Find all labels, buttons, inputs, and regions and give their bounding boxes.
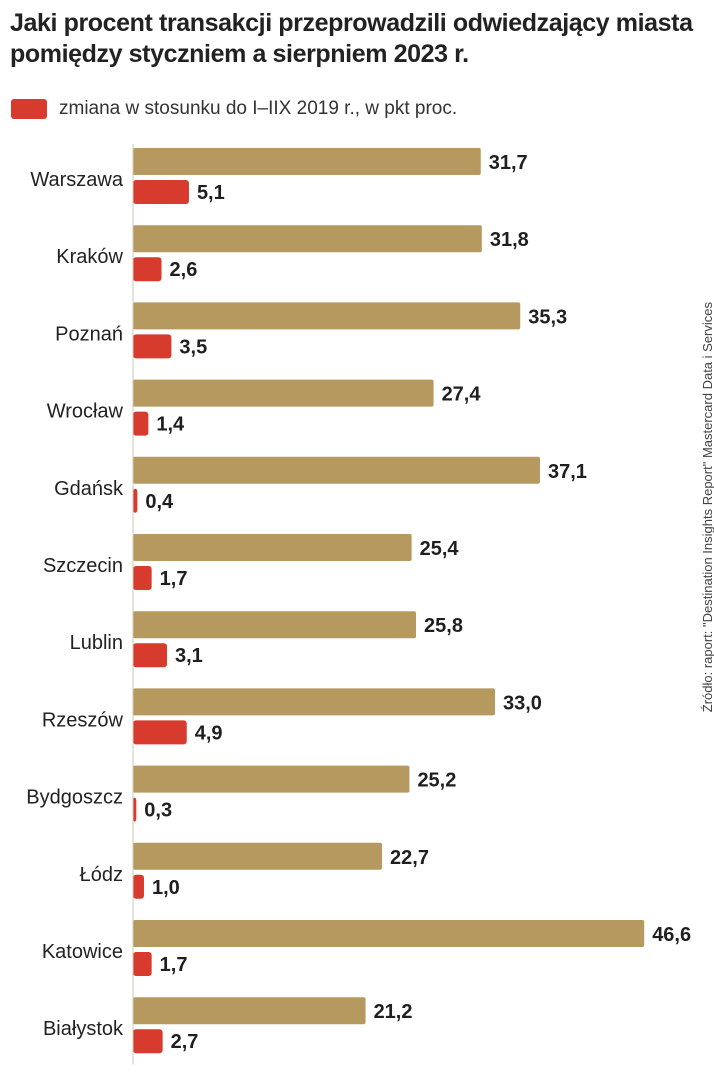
bar-change-lublin [133, 643, 168, 668]
legend-label-change: zmiana w stosunku do I–IIX 2019 r., w pk… [59, 98, 458, 119]
bar-change-rzeszów [133, 720, 187, 745]
value-label-transactions-szczecin: 25,4 [420, 538, 460, 560]
bar-transactions-szczecin [133, 534, 412, 561]
bar-change-kraków [133, 257, 162, 282]
bar-change-bydgoszcz [133, 797, 137, 822]
category-label-lublin: Lublin [70, 632, 123, 654]
category-label-katowice: Katowice [42, 941, 123, 963]
value-label-change-gdańsk: 0,4 [145, 491, 174, 513]
category-label-kraków: Kraków [56, 246, 123, 268]
category-label-łódz: Łódz [80, 864, 123, 886]
value-label-transactions-warszawa: 31,7 [489, 152, 528, 174]
value-label-change-poznań: 3,5 [179, 336, 207, 358]
value-label-transactions-bydgoszcz: 25,2 [417, 770, 456, 792]
bar-transactions-łódz [133, 842, 383, 870]
bar-change-łódz [133, 874, 144, 899]
bar-transactions-wrocław [133, 379, 434, 407]
bar-transactions-bydgoszcz [133, 765, 410, 793]
bar-transactions-kraków [133, 225, 482, 253]
category-label-warszawa: Warszawa [30, 169, 123, 191]
value-label-change-kraków: 2,6 [170, 259, 198, 281]
bar-transactions-białystok [133, 997, 366, 1025]
value-label-change-szczecin: 1,7 [160, 568, 188, 590]
value-label-change-wrocław: 1,4 [156, 414, 185, 436]
chart-title: Jaki procent transakcji przeprowadzili o… [10, 9, 693, 68]
value-label-change-rzeszów: 4,9 [195, 722, 223, 744]
value-label-transactions-katowice: 46,6 [652, 924, 691, 946]
bar-change-białystok [133, 1029, 163, 1054]
category-label-wrocław: Wrocław [47, 401, 124, 423]
value-label-transactions-wrocław: 27,4 [442, 384, 482, 406]
value-label-transactions-łódz: 22,7 [390, 847, 429, 869]
category-label-białystok: Białystok [43, 1018, 124, 1040]
value-label-transactions-gdańsk: 37,1 [548, 461, 587, 483]
value-label-change-łódz: 1,0 [152, 877, 180, 899]
bar-transactions-poznań [133, 302, 521, 330]
value-label-transactions-białystok: 21,2 [374, 1001, 413, 1023]
bar-change-gdańsk [133, 488, 138, 513]
bar-change-katowice [133, 952, 152, 976]
value-label-change-bydgoszcz: 0,3 [144, 800, 172, 822]
category-label-poznań: Poznań [55, 323, 123, 345]
bar-transactions-gdańsk [133, 456, 540, 484]
bar-change-wrocław [133, 411, 149, 436]
bar-change-szczecin [133, 566, 152, 590]
value-label-transactions-rzeszów: 33,0 [503, 692, 542, 714]
value-label-transactions-kraków: 31,8 [490, 229, 529, 251]
bar-change-warszawa [133, 180, 189, 204]
value-label-change-lublin: 3,1 [175, 645, 203, 667]
value-label-change-warszawa: 5,1 [197, 182, 225, 204]
value-label-transactions-poznań: 35,3 [528, 306, 567, 328]
category-label-rzeszów: Rzeszów [42, 709, 124, 731]
category-label-bydgoszcz: Bydgoszcz [26, 787, 123, 809]
category-label-gdańsk: Gdańsk [54, 478, 124, 500]
category-label-szczecin: Szczecin [43, 555, 123, 577]
bar-transactions-katowice [133, 920, 645, 947]
bar-transactions-rzeszów [133, 688, 496, 716]
bar-change-poznań [133, 334, 172, 359]
value-label-transactions-lublin: 25,8 [424, 615, 463, 637]
legend: zmiana w stosunku do I–IIX 2019 r., w pk… [11, 98, 457, 120]
value-label-change-białystok: 2,7 [171, 1031, 199, 1053]
bar-transactions-lublin [133, 611, 417, 639]
bar-transactions-warszawa [133, 148, 481, 175]
legend-swatch-change [11, 99, 47, 119]
value-label-change-katowice: 1,7 [160, 954, 188, 976]
